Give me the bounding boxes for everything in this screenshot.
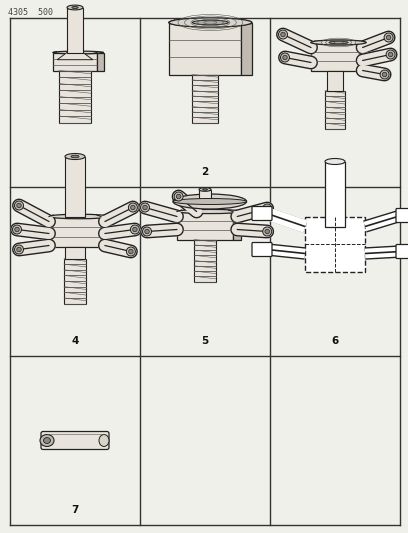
Ellipse shape (265, 206, 269, 211)
FancyBboxPatch shape (327, 70, 343, 91)
FancyBboxPatch shape (192, 75, 218, 123)
FancyBboxPatch shape (311, 43, 359, 70)
FancyBboxPatch shape (41, 432, 109, 449)
Ellipse shape (386, 35, 391, 40)
Ellipse shape (388, 52, 393, 56)
FancyBboxPatch shape (65, 246, 85, 259)
FancyBboxPatch shape (194, 239, 216, 281)
FancyBboxPatch shape (252, 243, 272, 256)
FancyBboxPatch shape (53, 52, 97, 70)
Text: 1: 1 (71, 167, 79, 177)
Ellipse shape (173, 194, 246, 209)
Ellipse shape (142, 227, 151, 236)
Ellipse shape (283, 55, 287, 60)
Ellipse shape (193, 20, 228, 25)
Ellipse shape (126, 247, 135, 256)
Ellipse shape (99, 434, 109, 447)
Ellipse shape (382, 72, 387, 77)
FancyBboxPatch shape (305, 216, 365, 271)
Ellipse shape (265, 229, 269, 234)
Text: 6: 6 (331, 336, 339, 346)
FancyBboxPatch shape (325, 161, 345, 227)
Ellipse shape (13, 225, 22, 234)
Ellipse shape (199, 188, 211, 191)
Ellipse shape (17, 203, 21, 208)
Ellipse shape (174, 192, 183, 201)
Ellipse shape (311, 41, 366, 45)
Ellipse shape (72, 6, 78, 9)
Ellipse shape (263, 204, 272, 213)
Ellipse shape (169, 19, 252, 27)
FancyBboxPatch shape (101, 216, 109, 246)
Ellipse shape (129, 203, 137, 212)
Text: 4: 4 (71, 336, 79, 346)
FancyBboxPatch shape (67, 7, 83, 52)
Ellipse shape (380, 70, 389, 79)
Ellipse shape (17, 247, 21, 252)
Ellipse shape (131, 205, 135, 210)
FancyBboxPatch shape (177, 212, 233, 239)
Ellipse shape (177, 209, 242, 214)
Ellipse shape (15, 201, 24, 210)
FancyBboxPatch shape (199, 190, 211, 201)
Ellipse shape (49, 214, 109, 219)
FancyBboxPatch shape (97, 52, 104, 70)
FancyBboxPatch shape (49, 216, 101, 246)
FancyBboxPatch shape (396, 208, 408, 222)
FancyBboxPatch shape (169, 22, 241, 75)
Text: 2: 2 (202, 167, 208, 177)
Ellipse shape (145, 229, 149, 234)
Ellipse shape (281, 53, 290, 62)
Text: 4305  500: 4305 500 (8, 8, 53, 17)
Ellipse shape (281, 33, 285, 37)
FancyBboxPatch shape (241, 22, 252, 75)
Ellipse shape (40, 434, 54, 447)
Ellipse shape (203, 189, 207, 190)
Ellipse shape (15, 227, 19, 232)
Text: 5: 5 (202, 336, 208, 346)
Ellipse shape (129, 249, 133, 254)
Text: 3: 3 (331, 167, 339, 177)
Ellipse shape (143, 205, 147, 210)
Ellipse shape (133, 227, 137, 232)
Ellipse shape (67, 5, 83, 10)
FancyBboxPatch shape (325, 91, 345, 128)
FancyBboxPatch shape (252, 206, 272, 221)
Ellipse shape (263, 227, 272, 236)
Ellipse shape (15, 245, 24, 254)
Ellipse shape (173, 198, 246, 205)
Ellipse shape (131, 225, 140, 234)
Ellipse shape (311, 40, 366, 45)
FancyBboxPatch shape (396, 245, 408, 259)
Ellipse shape (384, 33, 393, 42)
Text: 7: 7 (71, 505, 79, 515)
Ellipse shape (176, 194, 181, 199)
FancyBboxPatch shape (59, 70, 91, 123)
Polygon shape (57, 52, 93, 60)
Ellipse shape (169, 18, 252, 27)
Ellipse shape (140, 203, 149, 212)
Ellipse shape (325, 158, 345, 165)
FancyBboxPatch shape (233, 212, 242, 239)
Ellipse shape (65, 154, 85, 159)
FancyBboxPatch shape (65, 157, 85, 216)
Ellipse shape (386, 50, 395, 59)
Ellipse shape (279, 30, 288, 39)
Ellipse shape (329, 41, 348, 44)
Ellipse shape (44, 438, 51, 443)
FancyBboxPatch shape (359, 43, 366, 70)
Ellipse shape (71, 155, 79, 158)
Ellipse shape (53, 51, 104, 54)
FancyBboxPatch shape (64, 259, 86, 303)
